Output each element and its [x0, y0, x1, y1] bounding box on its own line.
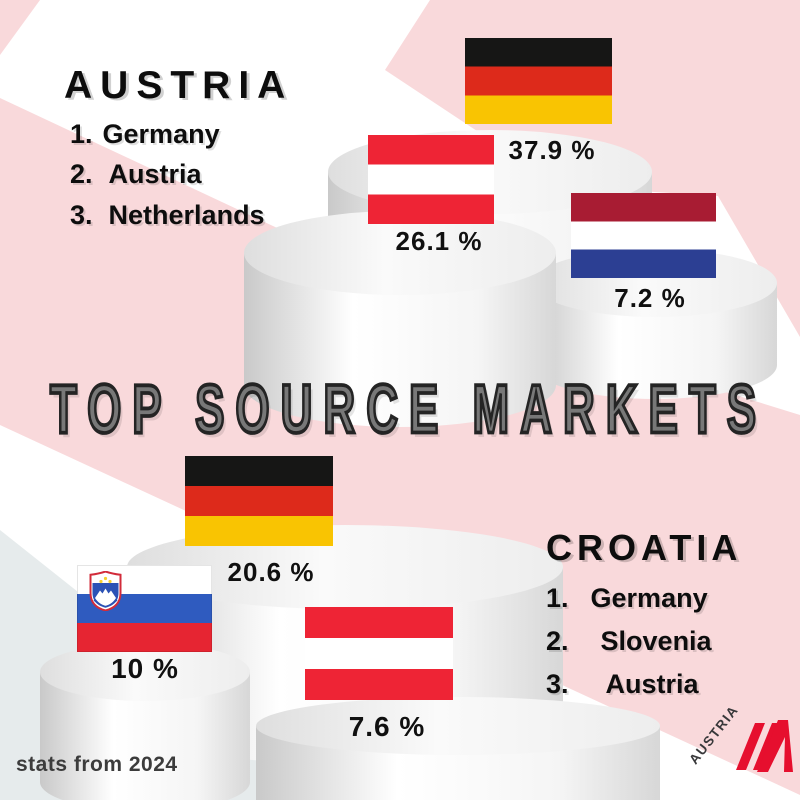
slovenia-flag	[77, 565, 212, 652]
pink-band-middle	[0, 98, 800, 795]
rank-country: Germany	[102, 119, 220, 149]
croatia-rank-1: 1. Germany	[546, 583, 708, 614]
rank-country: Austria	[108, 159, 202, 189]
austria-rank-3: 3. Netherlands	[70, 200, 265, 231]
austria-rank-1: 1. Germany	[70, 119, 220, 150]
croatia-podium-value-1: 20.6 %	[227, 557, 315, 587]
rank-country: Austria	[605, 669, 699, 699]
croatia-podium-value-3: 7.6 %	[348, 711, 426, 742]
netherlands-flag	[571, 193, 716, 278]
rank-country: Netherlands	[108, 200, 265, 230]
pink-band-top-left	[0, 0, 40, 55]
austria-podium-value-2: 26.1 %	[395, 226, 483, 256]
germany-flag	[465, 38, 612, 124]
podium-croatia-austria	[256, 697, 660, 800]
page-title: TOP SOURCE MARKETS	[49, 370, 768, 450]
austria-section-heading: AUSTRIA	[64, 64, 294, 107]
croatia-rank-3: 3. Austria	[546, 669, 699, 700]
podium-austria-austria	[244, 211, 556, 427]
austria-flag	[368, 135, 494, 224]
rank-number: 3.	[546, 669, 569, 699]
stats-source-note: stats from 2024	[16, 753, 178, 776]
rank-number: 2.	[546, 626, 569, 656]
podium-austria-netherlands	[533, 249, 777, 399]
croatia-rank-2: 2. Slovenia	[546, 626, 712, 657]
rank-number: 3.	[70, 200, 93, 230]
austria-podium-value-3: 7.2 %	[614, 283, 686, 313]
austria-logo-mark	[736, 720, 793, 772]
croatia-podium-value-2: 10 %	[111, 653, 179, 684]
austria-flag	[305, 607, 453, 700]
croatia-section-heading: CROATIA	[546, 527, 743, 568]
rank-number: 1.	[70, 119, 93, 149]
podium-croatia-slovenia	[40, 643, 250, 800]
germany-flag	[185, 456, 333, 546]
austria-tourism-logo: AUSTRIA	[686, 700, 800, 800]
rank-country: Slovenia	[600, 626, 712, 656]
slovenia-coat-of-arms	[89, 571, 122, 611]
austria-rank-2: 2. Austria	[70, 159, 202, 190]
rank-number: 1.	[546, 583, 569, 613]
rank-number: 2.	[70, 159, 93, 189]
austria-podium-value-1: 37.9 %	[508, 135, 596, 165]
rank-country: Germany	[590, 583, 708, 613]
